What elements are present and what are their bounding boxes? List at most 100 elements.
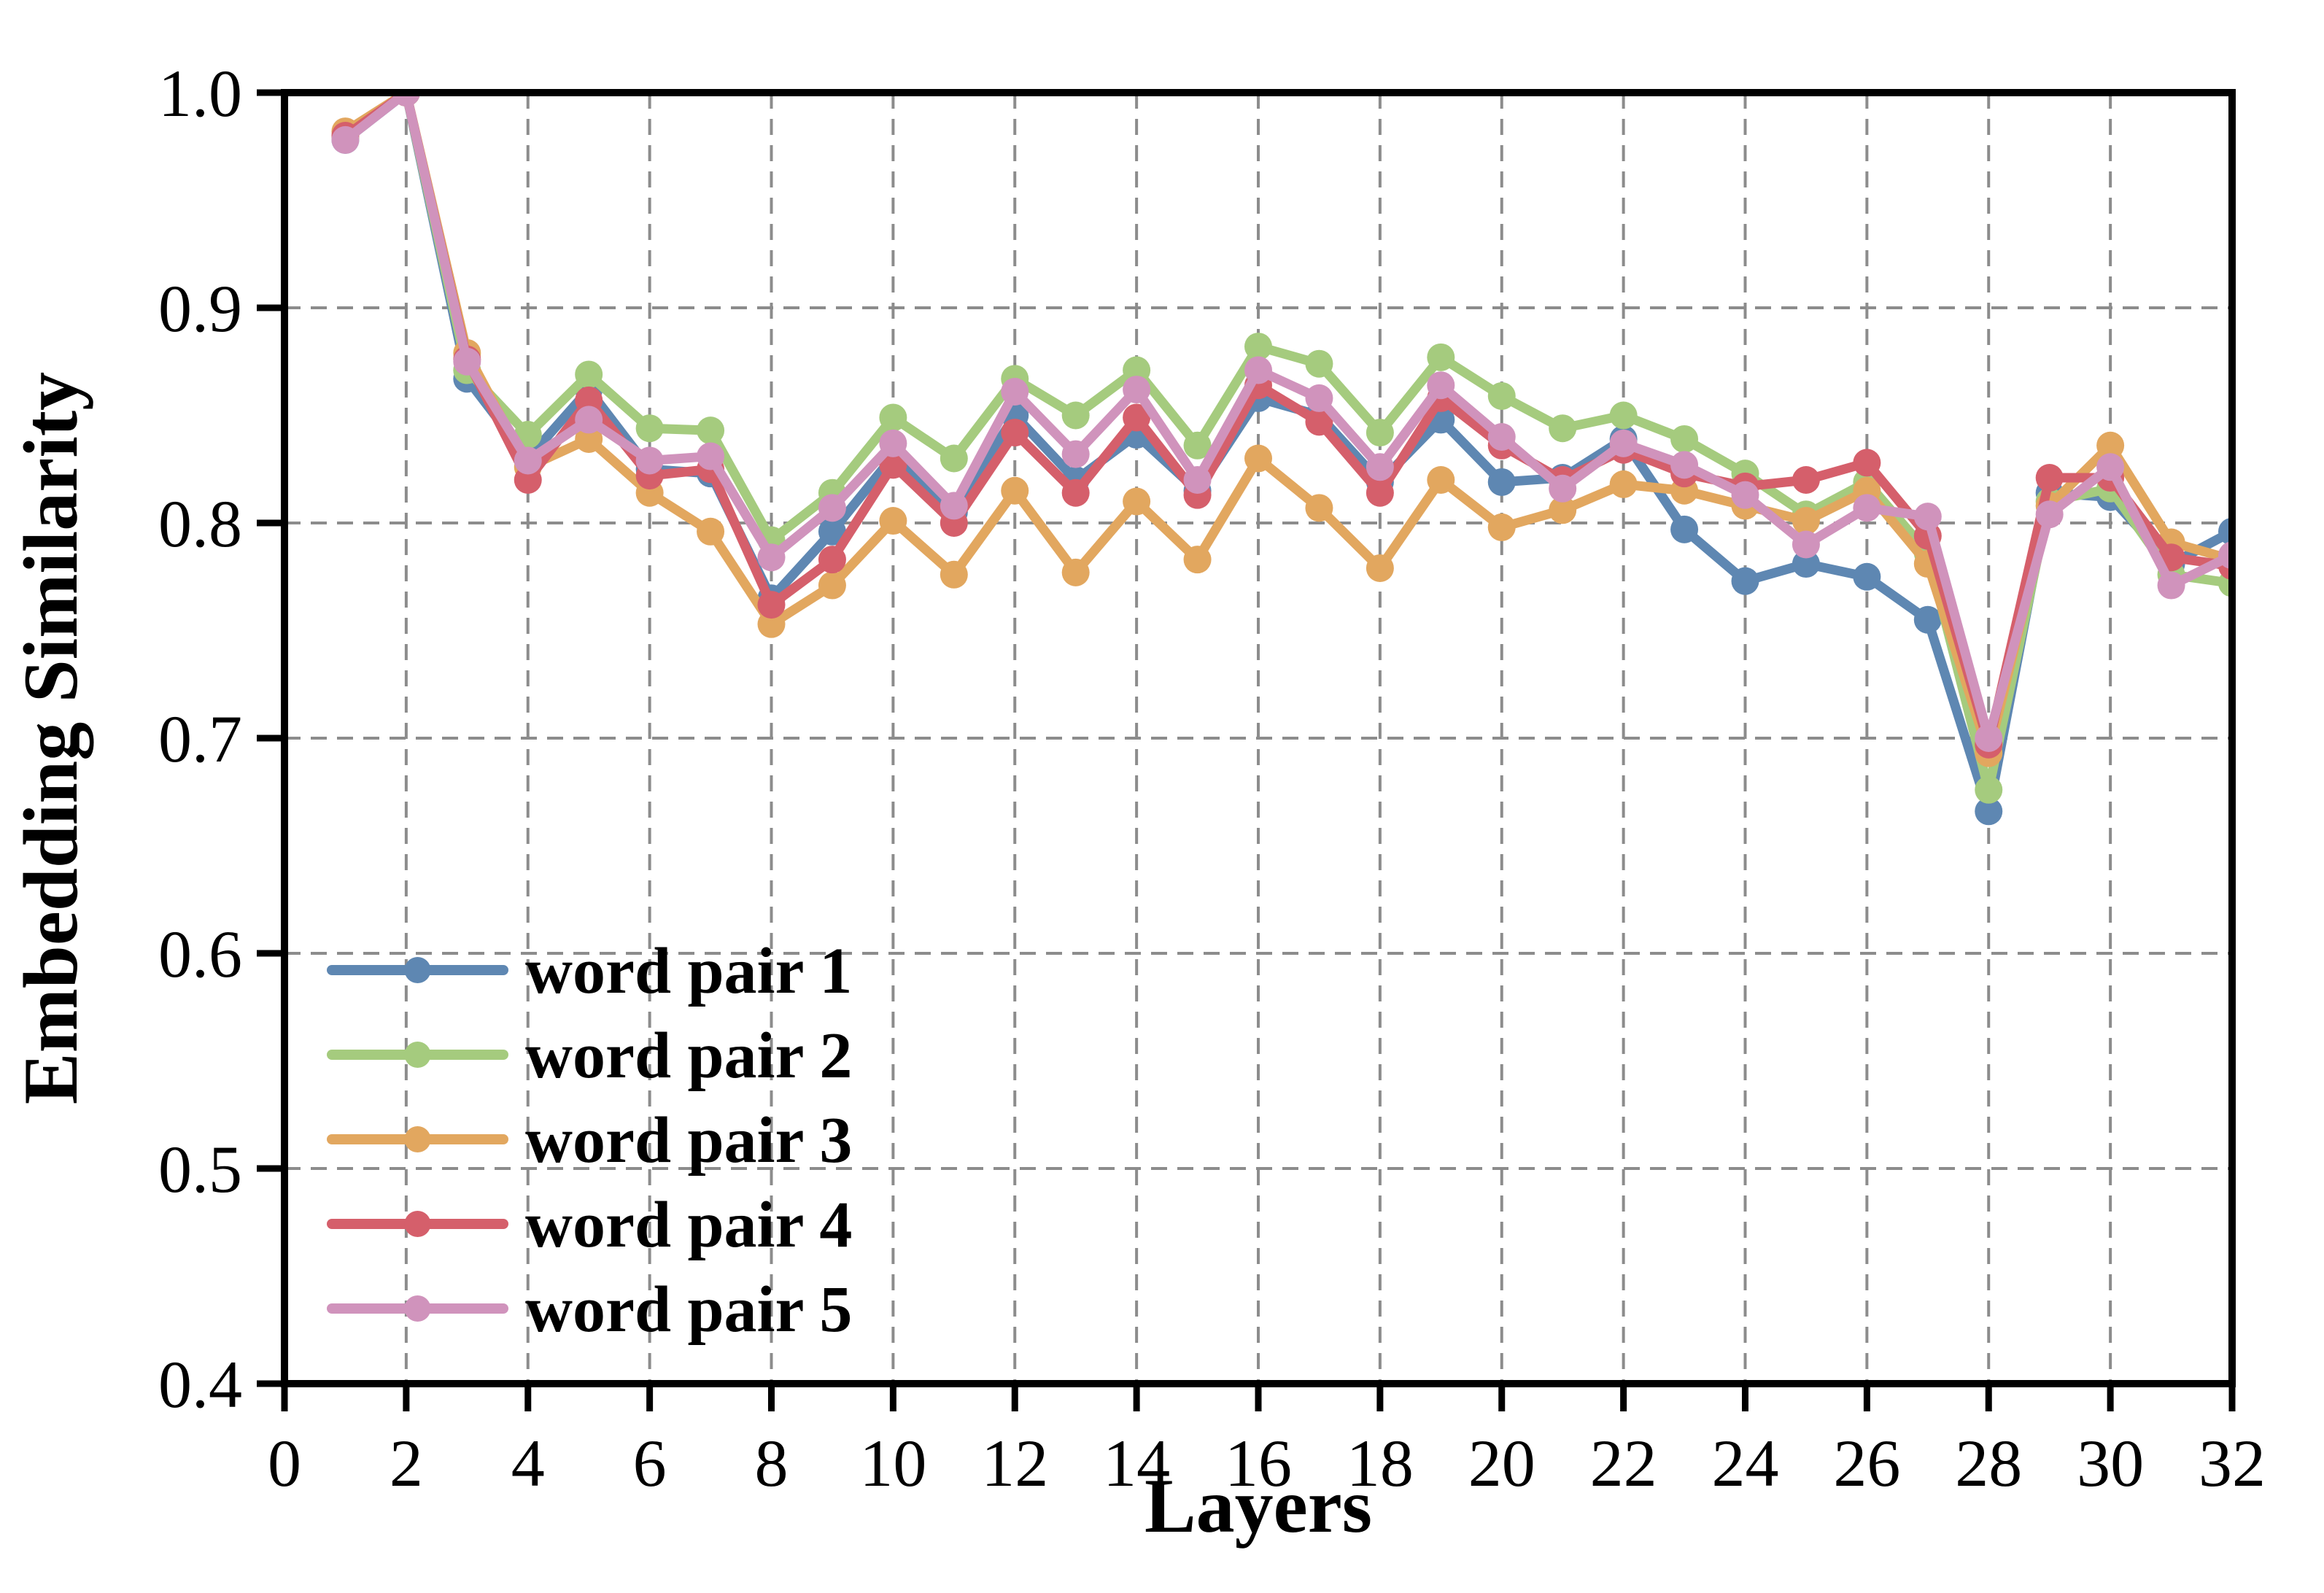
legend-item: word pair 3 [327, 1104, 852, 1177]
data-point-marker [1244, 333, 1272, 361]
x-tick-label: 10 [859, 1426, 926, 1500]
x-tick-label: 0 [268, 1426, 301, 1500]
data-point-marker [940, 492, 968, 520]
data-point-marker [1487, 513, 1516, 541]
data-point-marker [1853, 494, 1881, 522]
data-point-marker [1305, 384, 1333, 412]
data-point-marker [1244, 356, 1272, 384]
data-point-marker [818, 517, 846, 546]
data-point-marker [1123, 376, 1151, 404]
legend-item: word pair 5 [327, 1274, 852, 1346]
legend-swatch-marker [404, 1295, 431, 1322]
x-tick-label: 6 [633, 1426, 667, 1500]
x-tick-label: 16 [1225, 1426, 1292, 1500]
series-word-pair-5 [331, 93, 2232, 752]
data-point-marker [2035, 464, 2064, 492]
data-point-marker [2035, 500, 2064, 529]
data-point-marker [1670, 451, 1699, 479]
data-point-marker [818, 571, 846, 600]
data-point-marker [1853, 449, 1881, 477]
data-point-marker [1427, 343, 1455, 371]
data-point-marker [1001, 476, 1029, 505]
data-point-marker [1609, 429, 1638, 457]
x-tick-label: 30 [2077, 1426, 2144, 1500]
legend-swatch-marker [404, 1126, 431, 1152]
data-point-marker [1427, 466, 1455, 494]
data-point-marker [1123, 403, 1151, 432]
y-tick-label: 1.0 [158, 56, 242, 131]
legend-swatch-marker [404, 1211, 431, 1237]
x-tick-label: 32 [2199, 1426, 2266, 1500]
data-point-marker [575, 386, 603, 414]
data-point-marker [1487, 468, 1516, 496]
legend-item-label: word pair 5 [525, 1274, 852, 1346]
data-point-marker [575, 425, 603, 453]
x-tick-label: 2 [390, 1426, 423, 1500]
data-point-marker [575, 406, 603, 434]
data-point-marker [1792, 550, 1820, 578]
y-tick-label: 0.9 [158, 271, 242, 346]
data-point-marker [1305, 494, 1333, 522]
data-point-marker [1305, 349, 1333, 378]
y-tick-label: 0.5 [158, 1132, 242, 1206]
legend-item: word pair 2 [327, 1020, 852, 1092]
data-point-marker [635, 414, 664, 443]
x-tick-label: 14 [1103, 1426, 1170, 1500]
data-point-marker [1609, 470, 1638, 498]
legend-swatch-marker [404, 957, 431, 983]
data-point-marker [1487, 423, 1516, 451]
data-point-marker [1366, 419, 1394, 447]
y-tick-label: 0.6 [158, 917, 242, 991]
series-word-pair-1 [331, 93, 2232, 826]
data-point-marker [1061, 478, 1090, 507]
data-point-marker [1487, 381, 1516, 410]
data-point-marker [1913, 605, 1942, 634]
data-point-marker [635, 446, 664, 475]
data-point-marker [1609, 401, 1638, 430]
data-point-marker [697, 517, 725, 546]
legend-item-label: word pair 3 [525, 1104, 852, 1177]
legend-item-label: word pair 1 [525, 935, 852, 1007]
data-point-marker [1913, 503, 1942, 531]
data-point-marker [1123, 487, 1151, 516]
data-point-marker [453, 347, 481, 376]
data-point-marker [1853, 562, 1881, 591]
data-point-marker [1731, 481, 1759, 509]
x-axis-label: Layers [1144, 1463, 1372, 1549]
data-point-marker [1731, 567, 1759, 595]
x-tick-label: 18 [1347, 1426, 1414, 1500]
legend-item: word pair 4 [327, 1189, 852, 1261]
y-tick-label: 0.4 [158, 1347, 242, 1422]
y-tick-label: 0.7 [158, 702, 242, 776]
data-point-marker [879, 451, 907, 479]
data-point-marker [1427, 371, 1455, 400]
data-point-marker [1183, 546, 1212, 574]
data-point-marker [879, 507, 907, 535]
data-point-marker [331, 125, 360, 154]
data-point-marker [818, 546, 846, 574]
series-word-pair-4 [331, 93, 2232, 759]
data-point-marker [757, 610, 786, 638]
y-axis-label: Embedding Similarity [8, 372, 93, 1104]
data-point-marker [1061, 558, 1090, 586]
data-point-marker [1975, 797, 2003, 826]
data-point-marker [1061, 401, 1090, 430]
data-point-marker [2096, 431, 2125, 460]
data-point-marker [1975, 775, 2003, 804]
data-point-marker [1549, 414, 1577, 443]
y-tick-label: 0.8 [158, 487, 242, 561]
data-point-marker [1549, 474, 1577, 503]
data-point-marker [879, 403, 907, 432]
x-tick-label: 22 [1590, 1426, 1657, 1500]
data-point-marker [1183, 431, 1212, 460]
data-point-marker [1366, 478, 1394, 507]
legend-item: word pair 1 [327, 935, 852, 1007]
gridlines [284, 93, 2232, 1384]
legend-item-label: word pair 4 [525, 1189, 852, 1261]
x-tick-label: 4 [511, 1426, 545, 1500]
data-point-marker [757, 591, 786, 619]
data-point-marker [1366, 554, 1394, 582]
data-point-marker [1061, 440, 1090, 468]
data-point-marker [514, 466, 542, 494]
data-point-marker [1244, 444, 1272, 473]
